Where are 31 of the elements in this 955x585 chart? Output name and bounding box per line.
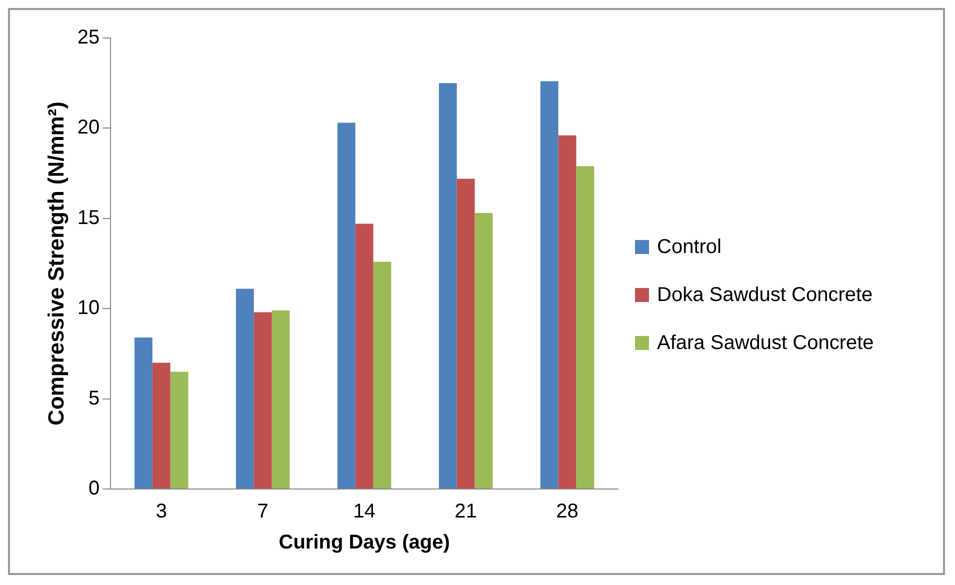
- x-tick-label: 28: [556, 500, 578, 523]
- y-tick-label: 20: [77, 116, 100, 139]
- bar: [540, 81, 558, 488]
- x-tick-label: 14: [353, 500, 376, 523]
- y-tick-label: 25: [77, 26, 100, 49]
- bar: [438, 83, 457, 488]
- bar: [355, 224, 374, 488]
- legend-label: Control: [657, 236, 722, 258]
- bar: [272, 310, 290, 488]
- bar: [558, 135, 576, 488]
- bar: [337, 122, 356, 488]
- x-tick-label: 21: [454, 500, 477, 523]
- legend-label: Afara Sawdust Concrete: [657, 332, 874, 354]
- bar: [456, 178, 475, 488]
- y-tick-label: 15: [77, 206, 100, 229]
- bar: [134, 337, 152, 488]
- y-tick-label: 5: [88, 387, 100, 410]
- y-axis-title: Compressive Strength (N/mm²): [43, 102, 68, 426]
- x-tick-label: 3: [156, 500, 167, 523]
- y-tick-label: 10: [77, 297, 100, 320]
- x-axis-title: Curing Days (age): [278, 532, 450, 554]
- bar: [152, 362, 170, 488]
- bar: [236, 288, 254, 488]
- bar: [254, 312, 272, 488]
- legend-label: Doka Sawdust Concrete: [657, 284, 873, 306]
- bar: [576, 166, 594, 488]
- bar: [170, 372, 188, 488]
- y-tick-label: 0: [88, 478, 100, 500]
- x-tick-label: 7: [257, 500, 268, 523]
- bar: [474, 212, 493, 488]
- bar: [373, 262, 392, 488]
